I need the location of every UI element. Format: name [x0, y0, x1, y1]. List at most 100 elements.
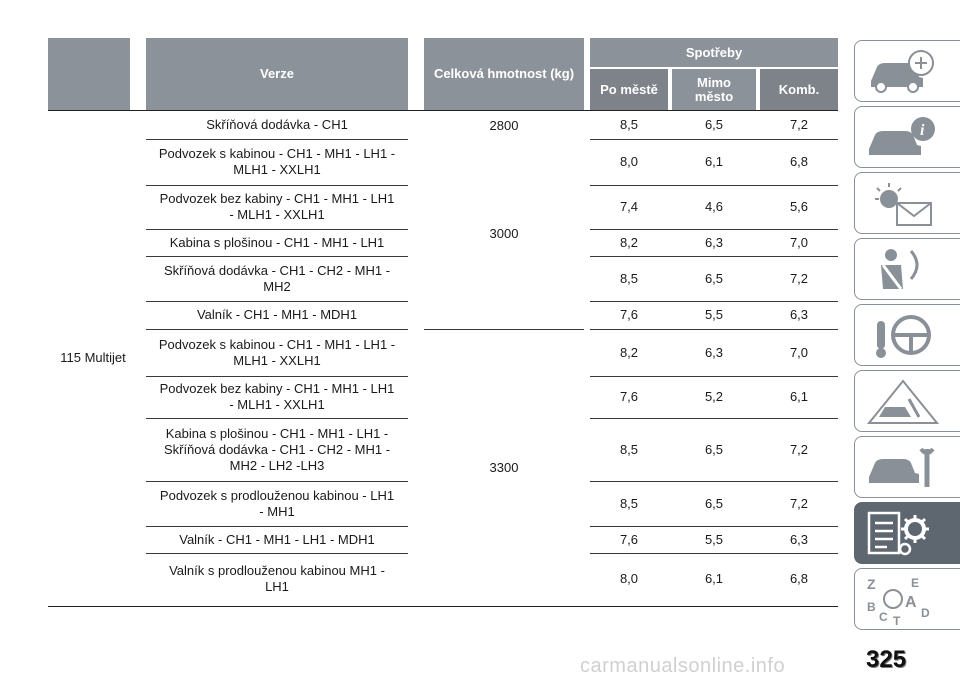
city-value: 7,6 [619, 307, 639, 322]
combined-value: 6,3 [789, 307, 809, 322]
mass-cell: 3000 [489, 226, 519, 241]
row-rule [590, 301, 838, 302]
watermark: carmanualsonline.info [580, 655, 786, 677]
extra-urban-value: 5,2 [704, 389, 724, 404]
row-rule [146, 329, 408, 330]
chapter-tab-index[interactable]: Z E B A C D T [854, 568, 960, 630]
version-cell: Kabina s plošinou - CH1 - MH1 - LH1 [169, 234, 385, 250]
row-rule [590, 329, 838, 330]
row-rule [590, 139, 838, 140]
header-komb: Komb. [760, 69, 838, 110]
city-value: 8,0 [619, 571, 639, 586]
version-cell: Podvozek s kabinou - CH1 - MH1 - LH1 - M… [158, 146, 396, 177]
row-rule [590, 229, 838, 230]
svg-text:i: i [920, 122, 925, 139]
city-value: 8,5 [619, 117, 639, 132]
key-steering-wheel-icon [876, 315, 931, 358]
header-po-meste: Po městě [590, 69, 668, 110]
engine-label: 115 Multijet [60, 350, 126, 365]
chapter-tab-technical-specs[interactable] [854, 502, 960, 564]
car-dashboard-icon [871, 50, 934, 93]
car-warning-triangle-icon [866, 379, 940, 424]
version-cell: Podvozek s kabinou - CH1 - MH1 - LH1 - M… [158, 336, 396, 368]
warning-light-mail-icon [875, 183, 932, 226]
city-value: 7,6 [619, 531, 639, 547]
table-top-rule [48, 110, 838, 111]
version-cell: Valník - CH1 - MH1 - LH1 - MDH1 [179, 531, 375, 547]
chapter-tab-dashboard[interactable] [854, 40, 960, 102]
city-value: 7,4 [619, 199, 639, 214]
version-cell: Podvozek bez kabiny - CH1 - MH1 - LH1 - … [159, 381, 395, 412]
header-spotreby: Spotřeby [590, 38, 838, 67]
extra-urban-value: 6,3 [704, 344, 724, 360]
version-cell: Valník s prodlouženou kabinou MH1 - LH1 [169, 563, 385, 594]
chapter-tab-safety[interactable] [854, 238, 960, 300]
table-bottom-rule [48, 606, 838, 607]
chapter-tab-warning-lights[interactable] [854, 172, 960, 234]
extra-urban-value: 5,5 [704, 307, 724, 322]
city-value: 7,6 [619, 389, 639, 404]
row-rule [146, 418, 408, 419]
combined-value: 7,2 [789, 441, 809, 457]
row-rule [146, 185, 408, 186]
extra-urban-value: 6,5 [704, 441, 724, 457]
alphabet-index-icon: Z E B A C D T [867, 576, 930, 625]
chapter-tab-maintenance[interactable] [854, 436, 960, 498]
car-wrench-icon [869, 447, 935, 487]
row-rule [590, 256, 838, 257]
svg-text:E: E [911, 576, 919, 590]
svg-text:C: C [879, 610, 888, 624]
row-rule [590, 185, 838, 186]
extra-urban-value: 4,6 [704, 199, 724, 214]
row-rule [146, 256, 408, 257]
row-rule [146, 301, 408, 302]
combined-value: 7,2 [789, 495, 809, 511]
combined-value: 6,8 [789, 154, 809, 169]
row-rule [146, 229, 408, 230]
combined-value: 7,2 [789, 117, 809, 132]
row-rule [146, 553, 408, 554]
chapter-tab-starting-driving[interactable] [854, 304, 960, 366]
row-rule [146, 481, 408, 482]
version-cell: Kabina s plošinou - CH1 - MH1 - LH1 - Sk… [163, 425, 391, 473]
city-value: 8,5 [619, 495, 639, 511]
row-rule [590, 553, 838, 554]
svg-text:Z: Z [867, 576, 876, 592]
version-cell: Podvozek s prodlouženou kabinou - LH1 - … [159, 487, 395, 519]
combined-value: 7,0 [789, 344, 809, 360]
svg-text:D: D [921, 606, 930, 620]
city-value: 8,0 [619, 154, 639, 169]
extra-urban-value: 6,1 [704, 154, 724, 169]
combined-value: 7,2 [789, 270, 809, 286]
header-verze: Verze [146, 38, 408, 110]
row-rule [146, 139, 408, 140]
header-mimo-mesto: Mimo město [672, 69, 756, 110]
city-value: 8,2 [619, 234, 639, 250]
svg-text:A: A [905, 594, 917, 611]
seatbelt-airbag-icon [881, 249, 919, 290]
chapter-tab-info[interactable]: i [854, 106, 960, 168]
version-cell: Skříňová dodávka - CH1 [206, 117, 348, 132]
city-value: 8,5 [619, 441, 639, 457]
combined-value: 6,8 [789, 571, 809, 586]
svg-text:B: B [867, 600, 876, 614]
row-rule [590, 418, 838, 419]
header-hmotnost: Celková hmotnost (kg) [424, 38, 584, 110]
page-number: 325 [866, 646, 907, 673]
row-rule [424, 329, 584, 330]
version-cell: Skříňová dodávka - CH1 - CH2 - MH1 - MH2 [163, 262, 391, 294]
combined-value: 6,3 [789, 531, 809, 547]
version-cell: Podvozek bez kabiny - CH1 - MH1 - LH1 - … [159, 191, 395, 222]
chapter-tab-emergency[interactable] [854, 370, 960, 432]
combined-value: 7,0 [789, 234, 809, 250]
svg-text:T: T [893, 614, 901, 625]
extra-urban-value: 6,1 [704, 571, 724, 586]
row-rule [590, 376, 838, 377]
city-value: 8,5 [619, 270, 639, 286]
specs-gear-icon [867, 511, 929, 556]
mass-cell: 3300 [489, 459, 519, 475]
row-rule [590, 526, 838, 527]
extra-urban-value: 6,3 [704, 234, 724, 250]
extra-urban-value: 6,5 [704, 117, 724, 132]
combined-value: 6,1 [789, 389, 809, 404]
